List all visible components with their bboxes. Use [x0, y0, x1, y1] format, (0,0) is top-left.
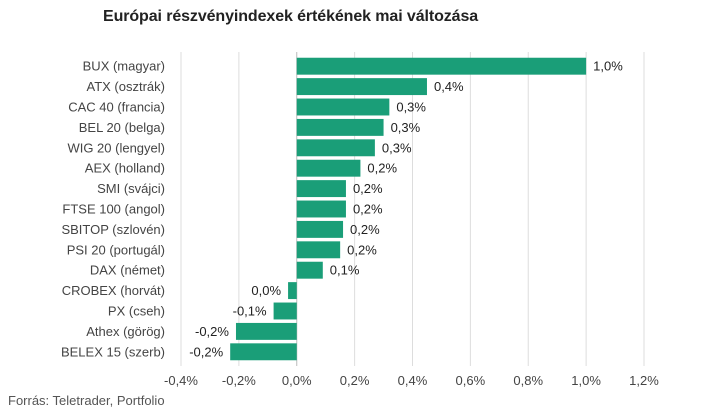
bar: [296, 180, 346, 198]
data-label: -0,1%: [233, 304, 267, 319]
x-tick-label: 0,2%: [340, 373, 370, 388]
category-label: WIG 20 (lengyel): [67, 140, 165, 155]
x-tick-label: 0,4%: [398, 373, 428, 388]
data-label: 0,2%: [347, 242, 377, 257]
x-tick-label: 0,8%: [513, 373, 543, 388]
category-label: PX (cseh): [108, 304, 165, 319]
category-label: CROBEX (horvát): [62, 283, 165, 298]
data-label: 0,3%: [396, 100, 426, 115]
data-label: -0,2%: [195, 324, 229, 339]
category-label: SBITOP (szlovén): [61, 222, 165, 237]
data-label: 0,3%: [382, 140, 412, 155]
bar: [296, 241, 341, 259]
category-label: PSI 20 (portugál): [67, 242, 165, 257]
data-label: 0,3%: [391, 120, 421, 135]
x-tick-label: 1,0%: [571, 373, 601, 388]
category-label: FTSE 100 (angol): [62, 202, 165, 217]
category-label: BELEX 15 (szerb): [61, 344, 165, 359]
bar: [296, 118, 384, 136]
data-label: 0,2%: [367, 161, 397, 176]
data-label: 0,2%: [353, 202, 383, 217]
x-axis-tick-labels: -0,4% -0,2% 0,0% 0,2% 0,4% 0,6% 0,8% 1,0% 1,2%: [164, 373, 659, 388]
category-labels: BUX (magyar) ATX (osztrák) CAC 40 (francia…: [61, 59, 165, 360]
category-label: BEL 20 (belga): [79, 120, 165, 135]
data-label: 0,2%: [353, 181, 383, 196]
data-labels: 1,0% 0,4% 0,3% 0,3% 0,3% 0,2% 0,2% 0,2% 0,2% 0,2%…: [189, 59, 623, 360]
bar: [288, 282, 297, 300]
bar: [296, 98, 390, 116]
chart-title: Európai részvényindexek értékének mai vá…: [103, 8, 479, 25]
bar: [273, 302, 297, 320]
category-label: DAX (német): [90, 263, 165, 278]
source-note: Forrás: Teletrader, Portfolio: [8, 393, 165, 408]
bar: [296, 159, 361, 177]
bar: [296, 261, 323, 279]
x-tick-label: -0,4%: [164, 373, 198, 388]
bar: [296, 200, 346, 218]
bar: [296, 139, 375, 157]
category-label: SMI (svájci): [97, 181, 165, 196]
category-label: ATX (osztrák): [87, 79, 166, 94]
bar: [296, 78, 427, 96]
data-label: 0,0%: [251, 283, 281, 298]
category-label: CAC 40 (francia): [68, 100, 165, 115]
x-tick-label: 0,6%: [456, 373, 486, 388]
bar: [296, 57, 587, 75]
bar: [230, 343, 297, 361]
bar: [235, 322, 297, 340]
data-label: 0,1%: [330, 263, 360, 278]
bar: [296, 220, 344, 238]
data-label: 0,2%: [350, 222, 380, 237]
x-tick-label: 1,2%: [629, 373, 659, 388]
category-label: AEX (holland): [85, 161, 165, 176]
x-tick-label: 0,0%: [282, 373, 312, 388]
data-label: 0,4%: [434, 79, 464, 94]
category-label: Athex (görög): [86, 324, 165, 339]
data-label: 1,0%: [593, 59, 623, 74]
data-label: -0,2%: [189, 344, 223, 359]
x-tick-label: -0,2%: [222, 373, 256, 388]
bars: [230, 57, 587, 361]
category-label: BUX (magyar): [83, 59, 165, 74]
